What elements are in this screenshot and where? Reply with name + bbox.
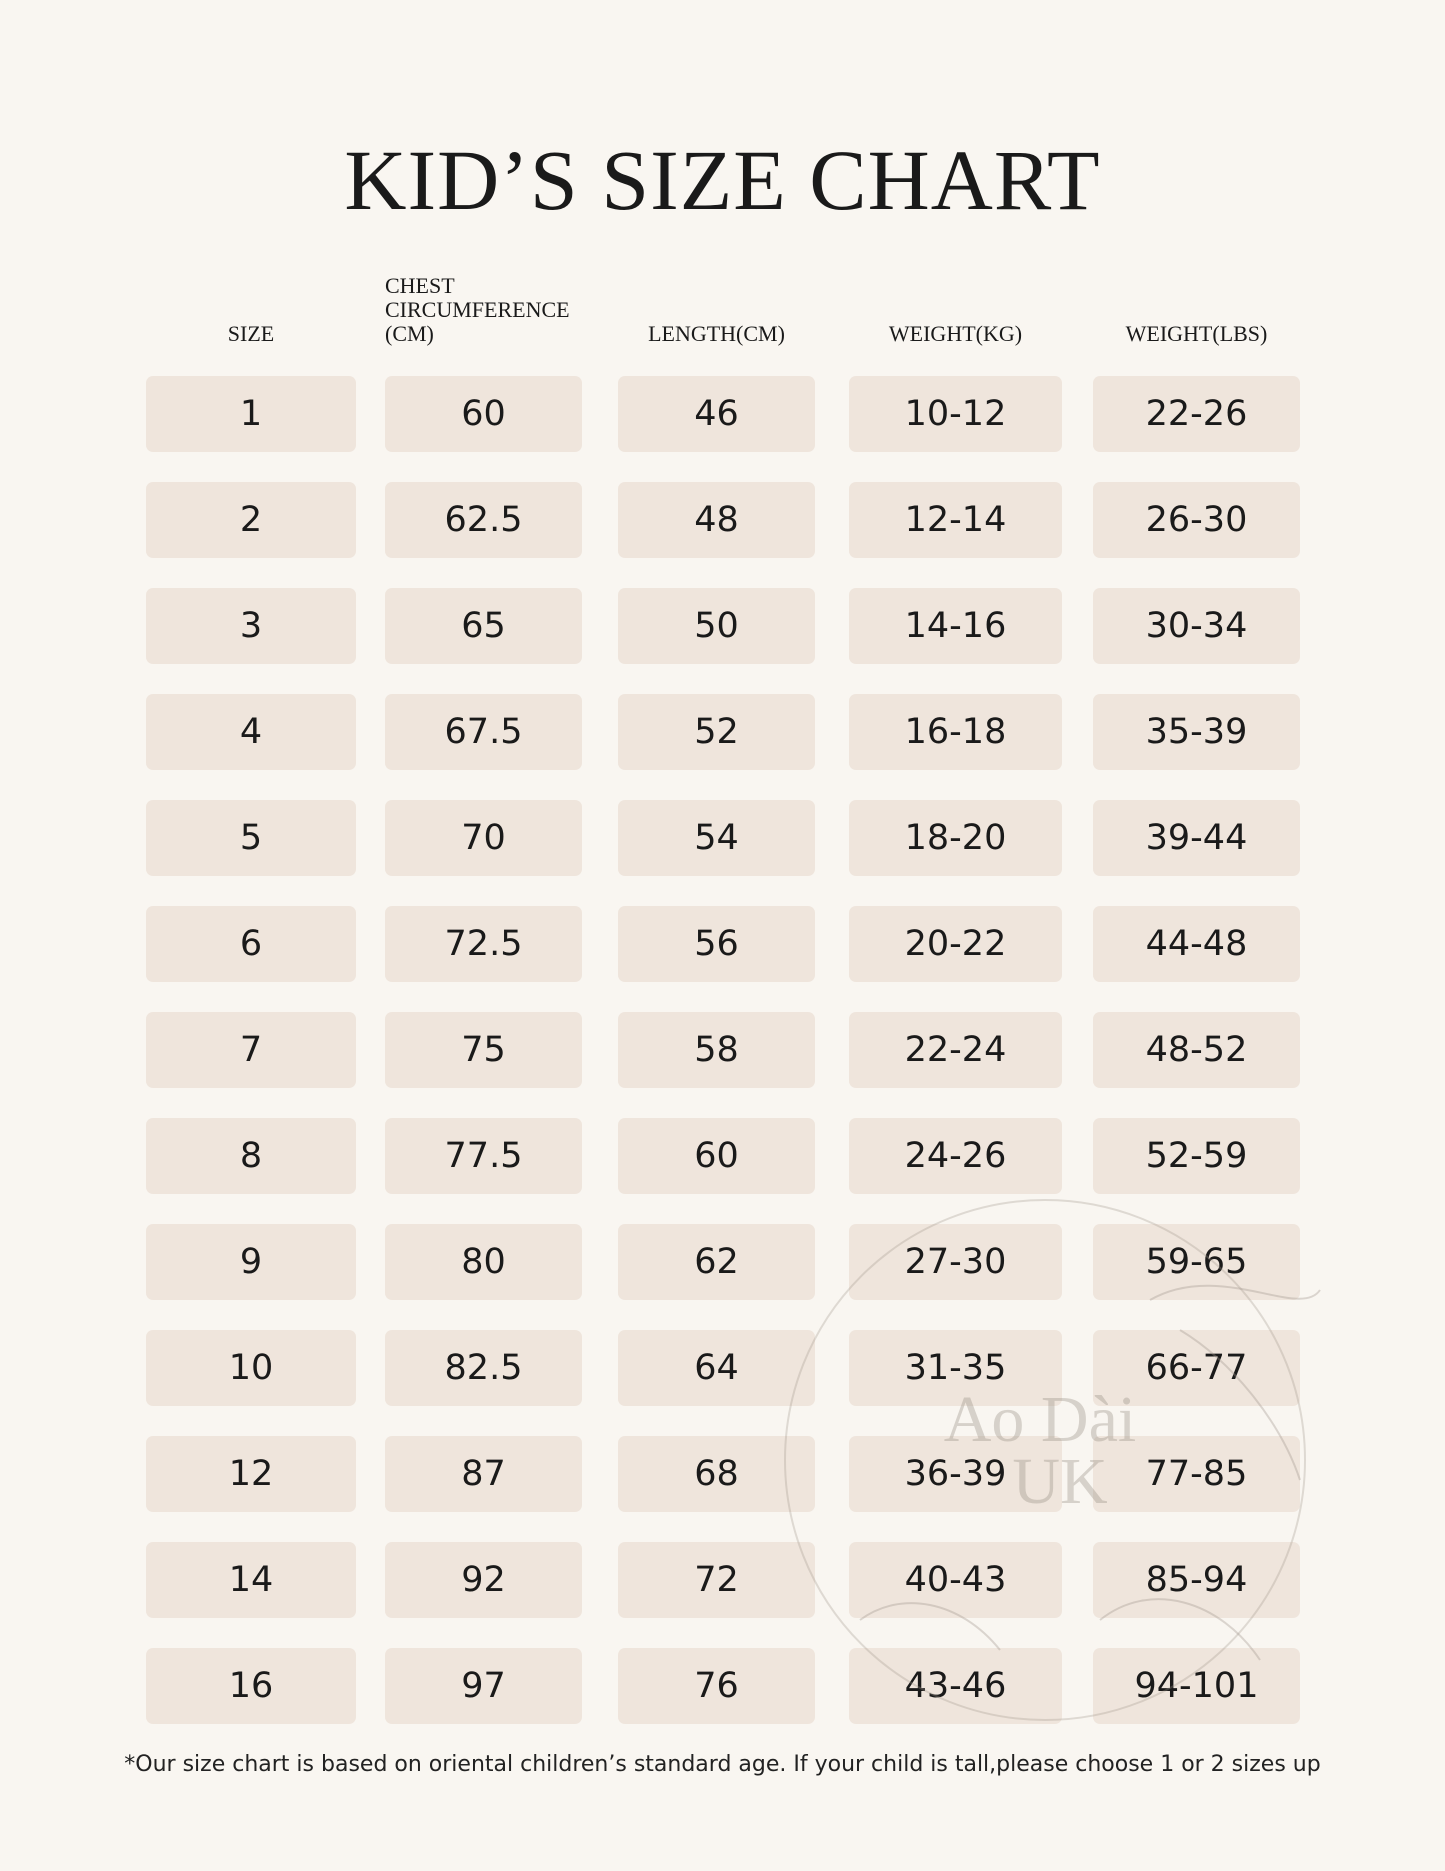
watermark-text: Ao Dài [943, 1383, 1137, 1456]
table-cell: 8 [146, 1118, 356, 1194]
table-cell: 14-16 [849, 588, 1062, 664]
table-cell: 9 [146, 1224, 356, 1300]
table-cell: 97 [385, 1648, 582, 1724]
table-cell: 72.5 [385, 906, 582, 982]
table-cell: 56 [618, 906, 815, 982]
table-cell: 44-48 [1093, 906, 1300, 982]
table-cell: 31-35 [849, 1330, 1062, 1406]
table-cell: 70 [385, 800, 582, 876]
table-cell: 6 [146, 906, 356, 982]
table-cell: 35-39 [1093, 694, 1300, 770]
table-cell: 12-14 [849, 482, 1062, 558]
table-cell: 16-18 [849, 694, 1062, 770]
table-cell: 52 [618, 694, 815, 770]
column-header: LENGTH(CM) [648, 321, 785, 346]
table-cell: 87 [385, 1436, 582, 1512]
column-header: WEIGHT(KG) [888, 321, 1023, 346]
table-cell: 48-52 [1093, 1012, 1300, 1088]
table-cell: 60 [618, 1118, 815, 1194]
table-cell: 3 [146, 588, 356, 664]
table-cell: 10-12 [849, 376, 1062, 452]
table-cell: 2 [146, 482, 356, 558]
footnote: *Our size chart is based on oriental chi… [124, 1752, 1321, 1777]
table-cell: 58 [618, 1012, 815, 1088]
table-cell: 30-34 [1093, 588, 1300, 664]
table-cell: 7 [146, 1012, 356, 1088]
table-cell: 72 [618, 1542, 815, 1618]
table-cell: 52-59 [1093, 1118, 1300, 1194]
watermark-text: UK [1012, 1445, 1108, 1518]
table-cell: 60 [385, 376, 582, 452]
table-cell: 43-46 [849, 1648, 1062, 1724]
table-cell: 10 [146, 1330, 356, 1406]
table-cell: 39-44 [1093, 800, 1300, 876]
table-cell: 1 [146, 376, 356, 452]
table-cell: 94-101 [1093, 1648, 1300, 1724]
table-cell: 54 [618, 800, 815, 876]
table-cell: 24-26 [849, 1118, 1062, 1194]
table-cell: 46 [618, 376, 815, 452]
table-cell: 65 [385, 588, 582, 664]
table-cell: 18-20 [849, 800, 1062, 876]
column-header: SIZE [227, 321, 275, 346]
table-cell: 77-85 [1093, 1436, 1300, 1512]
table-cell: 36-39 [849, 1436, 1062, 1512]
table-cell: 20-22 [849, 906, 1062, 982]
table-cell: 14 [146, 1542, 356, 1618]
table-cell: 80 [385, 1224, 582, 1300]
table-cell: 50 [618, 588, 815, 664]
table-cell: 48 [618, 482, 815, 558]
table-cell: 22-24 [849, 1012, 1062, 1088]
table-cell: 68 [618, 1436, 815, 1512]
table-cell: 62 [618, 1224, 815, 1300]
title: KID’S SIZE CHART [344, 132, 1101, 228]
table-cell: 77.5 [385, 1118, 582, 1194]
column-header: WEIGHT(LBS) [1125, 321, 1268, 346]
table-cell: 16 [146, 1648, 356, 1724]
column-header: CHEST CIRCUMFERENCE (CM) [385, 273, 570, 346]
table-cell: 4 [146, 694, 356, 770]
table-cell: 22-26 [1093, 376, 1300, 452]
table-cell: 27-30 [849, 1224, 1062, 1300]
table-cell: 5 [146, 800, 356, 876]
table-cell: 92 [385, 1542, 582, 1618]
table-cell: 40-43 [849, 1542, 1062, 1618]
table-cell: 59-65 [1093, 1224, 1300, 1300]
table-cell: 66-77 [1093, 1330, 1300, 1406]
table-cell: 82.5 [385, 1330, 582, 1406]
table-cell: 12 [146, 1436, 356, 1512]
table-cell: 85-94 [1093, 1542, 1300, 1618]
table-cell: 76 [618, 1648, 815, 1724]
table-cell: 26-30 [1093, 482, 1300, 558]
table-cell: 62.5 [385, 482, 582, 558]
table-cell: 75 [385, 1012, 582, 1088]
table-cell: 67.5 [385, 694, 582, 770]
table-cell: 64 [618, 1330, 815, 1406]
